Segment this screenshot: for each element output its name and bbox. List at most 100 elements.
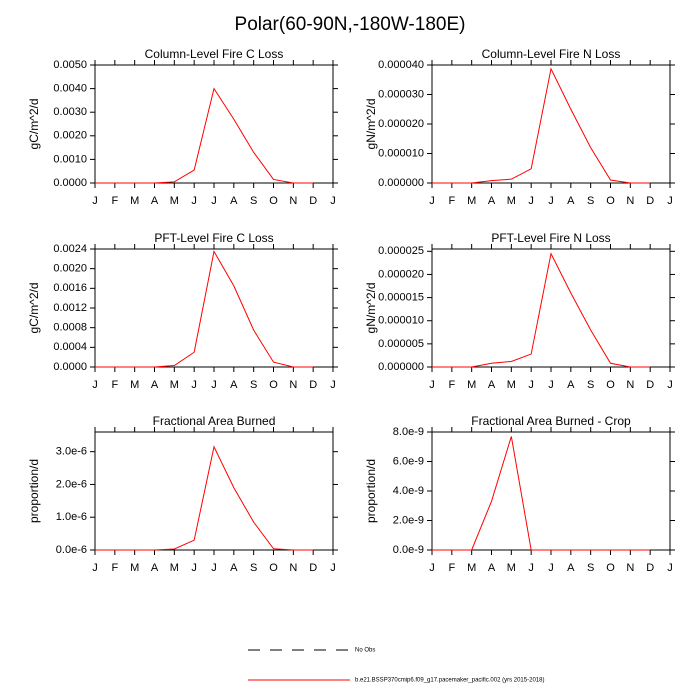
x-tick-label: O <box>269 195 278 207</box>
data-line <box>432 436 651 551</box>
y-tick-label: 0.0012 <box>53 302 87 314</box>
x-tick-label: J <box>92 195 98 207</box>
x-tick-label: J <box>528 562 534 574</box>
x-tick-label: A <box>567 379 575 391</box>
x-tick-label: J <box>92 562 98 574</box>
y-tick-label: 0.000000 <box>378 177 424 189</box>
x-tick-label: J <box>211 195 217 207</box>
y-tick-label: 6.0e-9 <box>393 455 424 467</box>
x-tick-label: D <box>646 562 654 574</box>
y-tick-label: 0.000020 <box>378 118 424 130</box>
y-tick-label: 0.0000 <box>53 361 87 373</box>
x-tick-label: A <box>230 379 238 391</box>
panel-title: Fractional Area Burned - Crop <box>471 414 631 428</box>
y-axis-label: gC/m^2/d <box>27 99 41 150</box>
x-tick-label: S <box>250 562 257 574</box>
x-tick-label: N <box>626 195 634 207</box>
panel-title: Fractional Area Burned <box>153 414 276 428</box>
x-tick-label: J <box>429 195 435 207</box>
x-tick-label: A <box>567 195 575 207</box>
x-tick-label: A <box>230 195 238 207</box>
y-tick-label: 0.0020 <box>53 130 87 142</box>
x-tick-label: M <box>467 562 476 574</box>
plot-frame <box>431 248 671 368</box>
x-tick-label: M <box>130 379 139 391</box>
x-tick-label: J <box>667 379 673 391</box>
y-tick-label: 0.0008 <box>53 322 87 334</box>
y-tick-label: 0.0020 <box>53 263 87 275</box>
y-tick-label: 2.0e-6 <box>56 478 87 490</box>
x-tick-label: N <box>626 562 634 574</box>
x-tick-label: M <box>507 379 516 391</box>
x-tick-label: M <box>467 195 476 207</box>
x-tick-label: A <box>230 562 238 574</box>
x-tick-label: N <box>289 379 297 391</box>
x-tick-label: A <box>151 195 159 207</box>
x-tick-label: S <box>587 379 594 391</box>
x-tick-label: M <box>130 195 139 207</box>
y-axis-label: proportion/d <box>364 459 378 523</box>
x-tick-label: F <box>111 562 118 574</box>
y-tick-label: 4.0e-9 <box>393 485 424 497</box>
y-tick-label: 0.000005 <box>378 338 424 350</box>
panel-title: PFT-Level Fire C Loss <box>154 231 273 245</box>
x-tick-label: O <box>606 379 615 391</box>
x-tick-label: S <box>250 195 257 207</box>
x-tick-label: J <box>330 379 336 391</box>
panel-title: Column-Level Fire N Loss <box>482 47 621 61</box>
y-tick-label: 0.0e-6 <box>56 544 87 556</box>
y-tick-label: 0.000010 <box>378 147 424 159</box>
x-tick-label: F <box>448 379 455 391</box>
x-tick-label: A <box>151 562 159 574</box>
x-tick-label: J <box>211 562 217 574</box>
y-tick-label: 3.0e-6 <box>56 446 87 458</box>
x-tick-label: M <box>170 379 179 391</box>
x-tick-label: M <box>170 195 179 207</box>
y-tick-label: 0.000020 <box>378 268 424 280</box>
x-tick-label: J <box>191 562 197 574</box>
x-tick-label: J <box>548 195 554 207</box>
y-tick-label: 0.0000 <box>53 177 87 189</box>
legend-label: No Obs <box>355 648 375 654</box>
x-tick-label: M <box>170 562 179 574</box>
plot-frame <box>94 64 334 184</box>
x-tick-label: J <box>429 562 435 574</box>
y-tick-label: 0.000025 <box>378 245 424 257</box>
x-tick-label: A <box>567 562 575 574</box>
y-tick-label: 0.0024 <box>53 243 87 255</box>
x-tick-label: O <box>269 562 278 574</box>
x-tick-label: J <box>528 195 534 207</box>
x-tick-label: J <box>211 379 217 391</box>
x-tick-label: J <box>548 562 554 574</box>
legend-label: b.e21.BSSP370cmip6.f09_g17.pacemaker_pac… <box>355 678 544 684</box>
x-tick-label: F <box>448 195 455 207</box>
x-tick-label: O <box>606 562 615 574</box>
y-tick-label: 0.0e-9 <box>393 544 424 556</box>
y-tick-label: 0.000010 <box>378 315 424 327</box>
x-tick-label: M <box>467 379 476 391</box>
y-tick-label: 0.000040 <box>378 59 424 71</box>
x-tick-label: J <box>667 562 673 574</box>
x-tick-label: J <box>330 195 336 207</box>
x-tick-label: D <box>646 379 654 391</box>
data-line <box>432 252 651 368</box>
y-tick-label: 0.000030 <box>378 88 424 100</box>
x-tick-label: J <box>191 379 197 391</box>
panel-title: PFT-Level Fire N Loss <box>491 231 610 245</box>
x-tick-label: A <box>151 379 159 391</box>
y-axis-label: gN/m^2/d <box>364 99 378 150</box>
x-tick-label: S <box>587 195 594 207</box>
panel-title: Column-Level Fire C Loss <box>145 47 284 61</box>
x-tick-label: J <box>429 379 435 391</box>
x-tick-label: D <box>309 379 317 391</box>
x-tick-label: N <box>626 379 634 391</box>
x-tick-label: M <box>507 195 516 207</box>
x-tick-label: A <box>488 379 496 391</box>
x-tick-label: M <box>130 562 139 574</box>
x-tick-label: S <box>250 379 257 391</box>
x-tick-label: J <box>191 195 197 207</box>
x-tick-label: J <box>667 195 673 207</box>
x-tick-label: N <box>289 195 297 207</box>
x-tick-label: O <box>606 195 615 207</box>
